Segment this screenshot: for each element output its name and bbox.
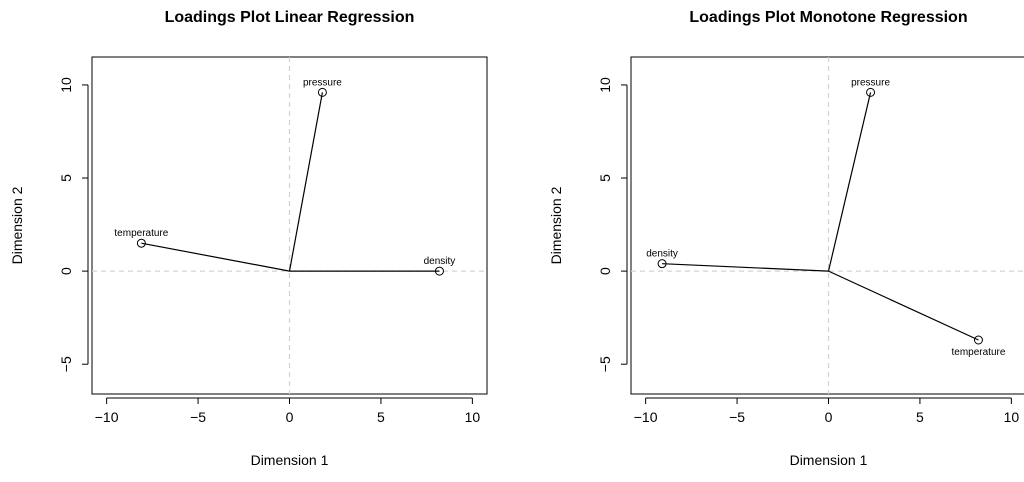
- point-labels: pressure temperature density: [114, 77, 455, 267]
- x-tick-label: 5: [377, 409, 385, 425]
- y-axis-label: Dimension 2: [548, 186, 564, 264]
- x-axis-label: Dimension 1: [790, 452, 868, 468]
- chart-linear-regression: Loadings Plot Linear Regression Dimensio…: [9, 9, 488, 468]
- loading-line-temperature: [828, 270, 979, 341]
- x-tick-labels: −10 −5 0 5 10: [95, 409, 481, 425]
- plot-frame: [630, 56, 1024, 395]
- y-tick-label: 5: [58, 174, 74, 182]
- point-labels: pressure density temperature: [646, 77, 1006, 358]
- loading-point-density: [434, 266, 444, 276]
- y-tick-label: −5: [597, 356, 613, 372]
- loading-line-temperature: [141, 242, 290, 272]
- loading-point-pressure: [866, 87, 876, 97]
- point-label-pressure: pressure: [303, 77, 342, 88]
- point-label-temperature: temperature: [114, 228, 168, 239]
- loading-point-temperature: [973, 335, 983, 345]
- y-tick-label: 10: [597, 77, 613, 93]
- plot-frame: [91, 56, 488, 395]
- chart-monotone-regression: Loadings Plot Monotone Regression Dimens…: [548, 9, 1024, 468]
- y-axis-label: Dimension 2: [9, 186, 25, 264]
- chart-title: Loadings Plot Linear Regression: [165, 9, 415, 26]
- x-tick-label: 10: [465, 409, 481, 425]
- point-label-density: density: [424, 256, 456, 267]
- point-label-temperature: temperature: [951, 347, 1005, 358]
- y-tick-label: 0: [58, 267, 74, 275]
- point-label-density: density: [646, 249, 678, 260]
- y-tick-labels: −5 0 5 10: [597, 77, 613, 372]
- x-tick-label: 10: [1004, 409, 1020, 425]
- loading-point-temperature: [136, 238, 146, 248]
- y-tick-label: 0: [597, 267, 613, 275]
- y-tick-label: 5: [597, 174, 613, 182]
- x-tick-label: 5: [916, 409, 924, 425]
- y-tick-label: 10: [58, 77, 74, 93]
- x-tick-label: 0: [825, 409, 833, 425]
- loading-point-density: [657, 259, 667, 269]
- loading-line-pressure: [827, 92, 872, 272]
- x-tick-label: −10: [95, 409, 119, 425]
- point-label-pressure: pressure: [851, 77, 890, 88]
- x-tick-labels: −10 −5 0 5 10: [634, 409, 1020, 425]
- loading-line-pressure: [288, 92, 324, 272]
- x-axis-label: Dimension 1: [251, 452, 329, 468]
- x-tick-label: −5: [729, 409, 745, 425]
- chart-title: Loadings Plot Monotone Regression: [689, 9, 967, 26]
- y-tick-labels: −5 0 5 10: [58, 77, 74, 372]
- x-tick-label: 0: [286, 409, 294, 425]
- loading-point-pressure: [317, 87, 327, 97]
- x-tick-label: −5: [190, 409, 206, 425]
- x-tick-label: −10: [634, 409, 658, 425]
- y-tick-label: −5: [58, 356, 74, 372]
- loading-line-density: [662, 263, 829, 272]
